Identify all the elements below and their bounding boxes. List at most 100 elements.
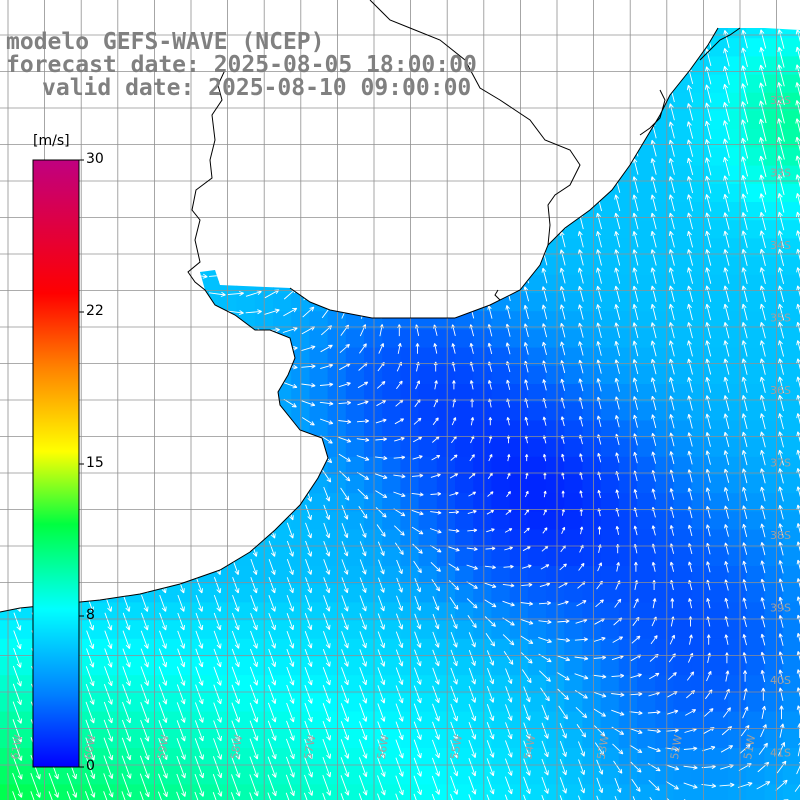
wind-arrow [231,194,240,211]
wind-arrow [722,120,730,140]
wind-arrow [596,378,602,392]
wind-arrow [26,109,44,115]
wind-arrow [305,468,312,484]
wind-cell [236,657,256,676]
wind-cell [145,129,165,148]
wind-arrow [230,377,241,392]
wind-cell [309,129,329,148]
wind-cell [782,311,800,330]
wind-cell [546,693,565,713]
wind-cell [418,638,438,658]
wind-cell [728,529,747,549]
wind-cell [345,165,365,185]
wind-cell [637,384,656,403]
wind-arrow [486,212,493,230]
wind-arrow [304,631,313,649]
wind-cell [400,693,420,713]
wind-cell [436,729,456,749]
wind-cell [728,511,747,531]
wind-arrow [177,395,185,412]
wind-cell [400,165,420,185]
wind-cell [564,311,583,330]
wind-arrow [741,65,749,86]
wind-arrow [523,158,530,175]
wind-arrow [86,648,95,668]
wind-arrow [723,413,730,430]
wind-arrow [648,779,660,791]
wind-cell [364,638,383,658]
wind-cell [546,329,565,349]
wind-arrow [173,198,189,208]
wind-cell [145,365,165,385]
wind-arrow [777,118,785,142]
wind-cell [127,566,147,585]
wind-arrow [705,230,712,248]
wind-cell [709,729,729,749]
wind-arrow [377,739,386,759]
wind-arrow [395,103,402,121]
wind-cell [764,511,784,531]
wind-arrow [415,343,420,354]
wind-cell [345,202,365,221]
wind-cell [473,165,492,185]
wind-arrow [194,738,204,760]
wind-arrow [486,509,495,515]
wind-arrow [322,649,331,667]
wind-arrow [592,674,607,679]
wind-cell [418,675,438,694]
wind-arrow [160,103,167,121]
wind-arrow [559,795,568,800]
wind-arrow [393,491,406,498]
wind-arrow [122,322,131,339]
wind-cell [382,748,401,767]
wind-arrow [118,162,135,170]
wind-arrow [339,470,351,482]
wind-cell [382,729,401,749]
wind-cell [728,111,747,130]
wind-cell [345,256,365,276]
wind-cell [564,511,583,531]
wind-arrow [157,791,168,800]
wind-arrow [741,174,748,195]
wind-arrow [196,121,202,139]
wind-cell [400,602,420,622]
wind-arrow [616,562,620,572]
wind-cell [564,28,583,39]
wind-arrow [285,756,295,778]
wind-cell [564,402,583,421]
wind-cell [746,165,765,185]
wind-cell [709,638,729,658]
wind-cell [509,529,529,549]
wind-arrow [705,66,712,85]
wind-cell [236,693,256,713]
wind-cell [236,183,256,203]
wind-cell [127,657,147,676]
wind-cell [473,675,492,694]
wind-cell [618,129,638,148]
wind-cell [163,566,183,585]
wind-arrow [450,739,459,759]
wind-arrow [578,341,584,356]
wind-arrow [574,656,589,661]
wind-arrow [8,91,26,97]
wind-arrow [430,473,441,478]
wind-arrow [232,449,240,466]
wind-arrow [375,437,388,442]
wind-cell [782,729,800,749]
wind-arrow [543,490,547,498]
wind-arrow [722,707,731,718]
wind-arrow [541,139,548,157]
wind-arrow [739,743,751,754]
wind-cell [364,493,383,512]
wind-cell [309,602,329,622]
wind-cell [564,293,583,312]
wind-cell [673,638,693,658]
wind-arrow [450,685,458,704]
wind-arrow [122,522,131,539]
wind-cell [673,693,693,713]
wind-cell [473,183,492,203]
wind-arrow [451,305,456,319]
wind-arrow [668,176,675,194]
wind-cell [0,784,19,800]
wind-arrow [338,400,352,405]
